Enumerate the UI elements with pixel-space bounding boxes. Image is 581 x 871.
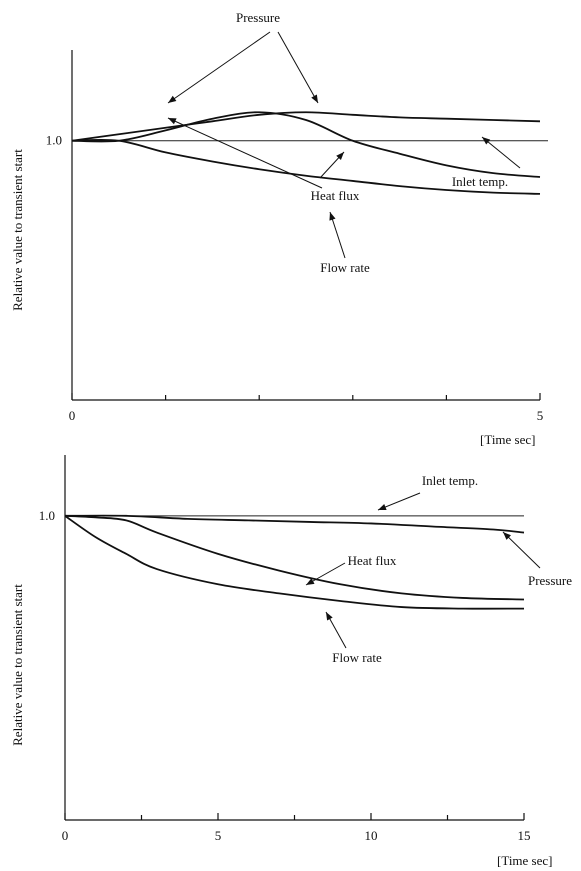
pressure-annotation: Pressure [528, 573, 572, 588]
pressure-arrowhead [168, 95, 177, 103]
series-flow-rate-line [71, 138, 541, 195]
heat-flux-arrowhead [306, 578, 315, 585]
x-axis-label: [Time sec] [480, 432, 536, 447]
pressure-annotation: Pressure [236, 10, 280, 25]
chart-1: 0 5 1.0 [Time sec] Relative value to transie… [10, 10, 548, 447]
inlet-temp-annotation: Inlet temp. [452, 174, 508, 189]
x-tick-label: 0 [62, 828, 69, 843]
series-pressure-line [64, 514, 525, 534]
inlet-temp-arrowhead [378, 504, 387, 510]
flow-rate-arrowhead [326, 612, 333, 621]
x-tick-label: 5 [537, 408, 544, 423]
heat-flux-arrowhead [168, 118, 177, 125]
x-tick-label: 10 [365, 828, 378, 843]
series-pressure-line [71, 111, 541, 142]
inlet-temp-arrowhead [482, 137, 491, 145]
flow-rate-arrow-line [329, 211, 346, 259]
flow-rate-annotation: Flow rate [332, 650, 382, 665]
x-axis-label: [Time sec] [497, 853, 553, 868]
series-flow-rate-line [64, 515, 525, 610]
pressure-arrow-line [502, 531, 541, 569]
pressure-arrow-line [167, 31, 271, 104]
heat-flux-arrowhead [336, 152, 344, 161]
heat-flux-annotation: Heat flux [348, 553, 397, 568]
y-tick-label: 1.0 [39, 508, 55, 523]
heat-flux-arrow-line [167, 117, 323, 189]
flow-rate-arrowhead [329, 212, 336, 221]
y-axis-label: Relative value to transient start [10, 149, 25, 311]
heat-flux-annotation: Heat flux [311, 188, 360, 203]
chart-2: 0 5 10 15 1.0 [Time sec] Relative value to tra… [10, 455, 572, 868]
pressure-arrow-line [277, 31, 319, 104]
pressure-arrowhead [503, 532, 511, 540]
pressure-arrowhead [311, 94, 318, 103]
x-tick-label: 5 [215, 828, 222, 843]
series-heat-flux-line [64, 514, 525, 601]
x-tick-label: 0 [69, 408, 76, 423]
flow-rate-annotation: Flow rate [320, 260, 370, 275]
y-axis-label: Relative value to transient start [10, 584, 25, 746]
series-heat-flux-line [71, 111, 541, 178]
x-tick-label: 15 [518, 828, 531, 843]
inlet-temp-annotation: Inlet temp. [422, 473, 478, 488]
inlet-temp-arrow-line [481, 136, 521, 169]
y-tick-label: 1.0 [46, 133, 62, 148]
